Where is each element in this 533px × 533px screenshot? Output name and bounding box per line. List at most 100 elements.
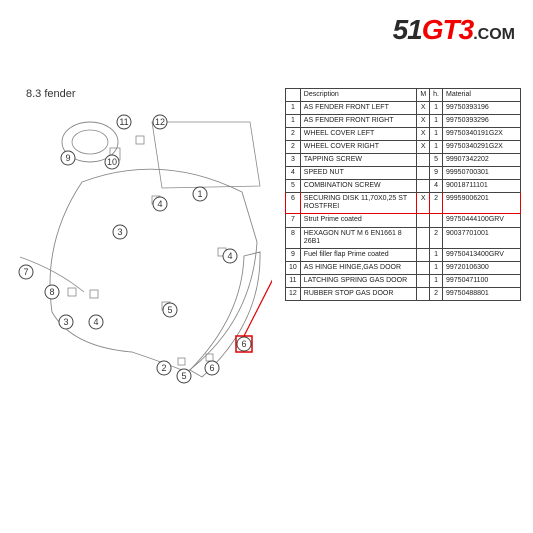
table-row: 7Strut Prime coated 99750444100GRV	[286, 214, 521, 227]
logo-part2: GT3	[422, 14, 473, 45]
col-qty: h.	[430, 89, 443, 102]
cell-material: 99750393296	[443, 115, 521, 128]
cell-qty: 1	[430, 102, 443, 115]
cell-num: 3	[286, 154, 301, 167]
leader-line	[244, 210, 272, 336]
cell-mark: X	[417, 193, 430, 214]
callout-number: 4	[227, 251, 232, 261]
cell-desc: HEXAGON NUT M 6 EN1661 8 26B1	[300, 227, 417, 248]
callout-number: 5	[167, 305, 172, 315]
cell-mark	[417, 248, 430, 261]
cell-material: 99750393196	[443, 102, 521, 115]
parts-table: Description M h. Material 1AS FENDER FRO…	[285, 88, 521, 301]
cell-material: 99750471100	[443, 274, 521, 287]
cell-mark	[417, 261, 430, 274]
cell-mark	[417, 154, 430, 167]
cell-num: 2	[286, 141, 301, 154]
cell-num: 12	[286, 287, 301, 300]
table-row: 12RUBBER STOP GAS DOOR 299750488801	[286, 287, 521, 300]
callout-number: 3	[63, 317, 68, 327]
cell-material: 90018711101	[443, 180, 521, 193]
exploded-diagram: 91112101783443452566	[12, 92, 272, 402]
callout-number: 6	[209, 363, 214, 373]
table-row: 4SPEED NUT 999950700301	[286, 167, 521, 180]
cell-material: 99750488801	[443, 287, 521, 300]
callout-number: 11	[119, 117, 128, 127]
cell-desc: AS HINGE HINGE,GAS DOOR	[300, 261, 417, 274]
table-row: 9Fuel filler flap Prime coated1997504134…	[286, 248, 521, 261]
table-row: 8HEXAGON NUT M 6 EN1661 8 26B12900377010…	[286, 227, 521, 248]
cell-material: 90037701001	[443, 227, 521, 248]
cell-material: 99950700301	[443, 167, 521, 180]
cell-desc: Fuel filler flap Prime coated	[300, 248, 417, 261]
cell-qty: 1	[430, 248, 443, 261]
callout-number: 2	[161, 363, 166, 373]
cell-desc: SPEED NUT	[300, 167, 417, 180]
table-row: 2WHEEL COVER RIGHTX199750340291G2X	[286, 141, 521, 154]
cell-mark	[417, 167, 430, 180]
cell-qty: 2	[430, 287, 443, 300]
cell-qty: 1	[430, 128, 443, 141]
table-row: 6SECURING DISK 11,70X0,25 ST ROSTFREIX29…	[286, 193, 521, 214]
cell-num: 6	[286, 193, 301, 214]
parts-table-head: Description M h. Material	[286, 89, 521, 102]
callout-number: 7	[23, 267, 28, 277]
cell-mark	[417, 274, 430, 287]
cell-num: 1	[286, 102, 301, 115]
cell-qty: 1	[430, 115, 443, 128]
diagram-svg: 91112101783443452566	[12, 92, 272, 402]
cell-num: 7	[286, 214, 301, 227]
table-row: 1AS FENDER FRONT RIGHTX199750393296	[286, 115, 521, 128]
cell-material: 99907342202	[443, 154, 521, 167]
table-row: 5COMBINATION SCREW490018711101	[286, 180, 521, 193]
table-row: 11LATCHING SPRING GAS DOOR199750471100	[286, 274, 521, 287]
cell-num: 5	[286, 180, 301, 193]
cell-qty: 2	[430, 227, 443, 248]
callout-number: 1	[197, 189, 202, 199]
cell-desc: WHEEL COVER LEFT	[300, 128, 417, 141]
cell-material: 99720106300	[443, 261, 521, 274]
cell-mark: X	[417, 102, 430, 115]
cell-mark	[417, 287, 430, 300]
wheel-arch	[190, 252, 260, 377]
cell-qty: 9	[430, 167, 443, 180]
cell-desc: Strut Prime coated	[300, 214, 417, 227]
cell-material: 99750340291G2X	[443, 141, 521, 154]
cell-desc: TAPPING SCREW	[300, 154, 417, 167]
cell-qty: 1	[430, 274, 443, 287]
logo-part1: 51	[393, 14, 422, 45]
col-material: Material	[443, 89, 521, 102]
cell-num: 4	[286, 167, 301, 180]
callout-number: 4	[93, 317, 98, 327]
callout-number: 8	[49, 287, 54, 297]
cell-desc: AS FENDER FRONT LEFT	[300, 102, 417, 115]
fender-outline	[50, 169, 257, 372]
cell-mark	[417, 214, 430, 227]
callout-number: 10	[107, 157, 117, 167]
cell-num: 1	[286, 115, 301, 128]
cell-mark: X	[417, 128, 430, 141]
cell-material: 99750340191G2X	[443, 128, 521, 141]
cell-qty: 4	[430, 180, 443, 193]
table-row: 10AS HINGE HINGE,GAS DOOR199720106300	[286, 261, 521, 274]
col-desc: Description	[300, 89, 417, 102]
cell-desc: RUBBER STOP GAS DOOR	[300, 287, 417, 300]
cell-material: 99959006201	[443, 193, 521, 214]
table-row: 1AS FENDER FRONT LEFTX199750393196	[286, 102, 521, 115]
cell-desc: SECURING DISK 11,70X0,25 ST ROSTFREI	[300, 193, 417, 214]
windshield-outline	[152, 122, 260, 188]
cell-desc: WHEEL COVER RIGHT	[300, 141, 417, 154]
callout-number: 9	[65, 153, 70, 163]
cell-material: 99750444100GRV	[443, 214, 521, 227]
cell-mark	[417, 180, 430, 193]
brand-logo: 51GT3.COM	[393, 14, 515, 46]
table-row: 2WHEEL COVER LEFTX199750340191G2X	[286, 128, 521, 141]
col-num	[286, 89, 301, 102]
callout-number: 4	[157, 199, 162, 209]
cell-qty	[430, 214, 443, 227]
cell-mark: X	[417, 115, 430, 128]
cell-num: 11	[286, 274, 301, 287]
cell-qty: 1	[430, 261, 443, 274]
hardware-bits	[68, 136, 226, 365]
callout-number: 6	[241, 339, 246, 349]
